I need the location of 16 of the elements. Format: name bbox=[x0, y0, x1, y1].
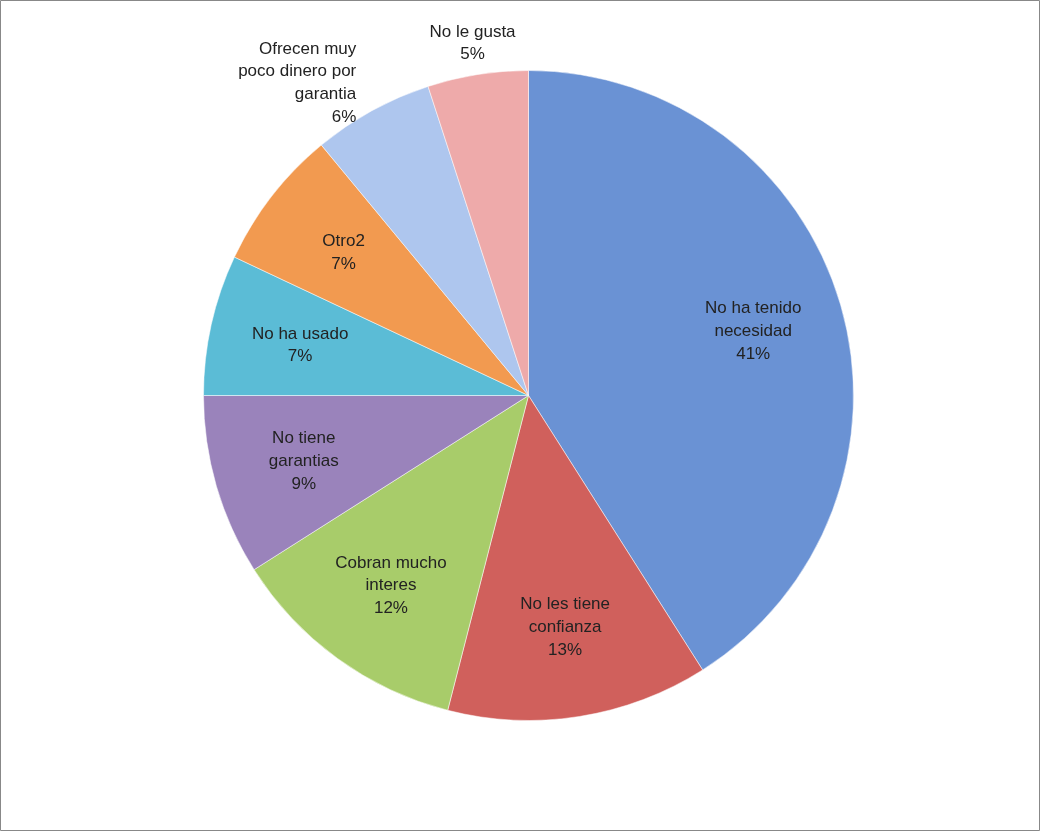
slice-label: No le gusta bbox=[429, 21, 517, 41]
slice-label: Otro2 bbox=[322, 231, 365, 251]
data-label: 5% bbox=[460, 44, 485, 64]
slice-label: No ha usado bbox=[251, 323, 349, 343]
data-label: 7% bbox=[287, 346, 313, 366]
data-label: 13% bbox=[548, 639, 583, 659]
slice-label: No les tiene confianza bbox=[520, 594, 610, 637]
slice-label: Cobran mucho interes bbox=[335, 552, 447, 595]
data-label: 12% bbox=[373, 598, 408, 618]
slice-label: No ha tenido necesidad bbox=[705, 297, 802, 340]
data-label: 41% bbox=[736, 343, 771, 363]
data-label: 6% bbox=[331, 106, 357, 126]
data-label: 9% bbox=[291, 474, 317, 494]
slice-label: Ofrecen muy poco dinero por garantia bbox=[238, 38, 357, 104]
data-label: 7% bbox=[331, 253, 356, 273]
slice-label: No tiene garantias bbox=[268, 428, 339, 471]
